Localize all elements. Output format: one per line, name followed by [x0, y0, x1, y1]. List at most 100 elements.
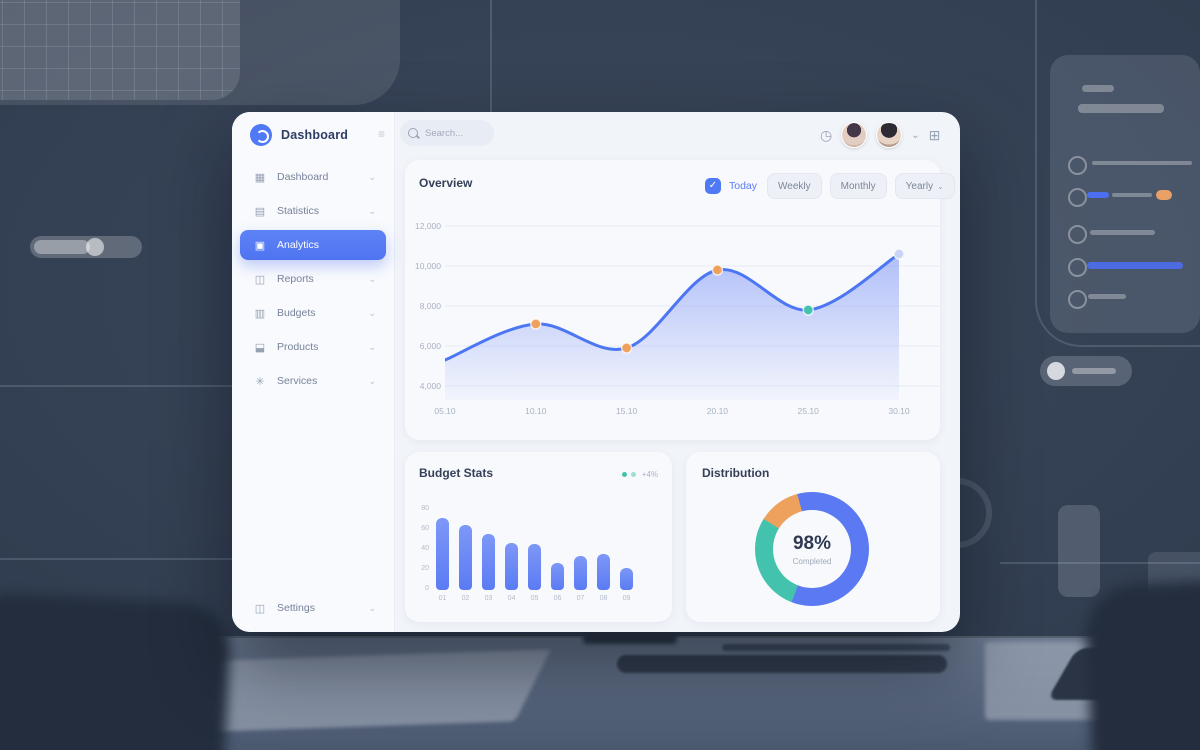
dashboard-window: Dashboard ≡ ▦ Dashboard ⌄ ▤ Statistics ⌄ ▣ A… — [232, 112, 960, 632]
bar — [574, 556, 587, 590]
legend-text: +4% — [641, 470, 658, 479]
y-tick-label: 6,000 — [419, 341, 441, 351]
bg-circuit-trace — [1000, 470, 1200, 564]
sidebar-item-analytics[interactable]: ▣ Analytics — [240, 230, 386, 260]
chevron-down-icon[interactable]: ⌄ — [911, 129, 920, 141]
wallet-icon: ▥ — [254, 307, 266, 320]
apps-grid-icon[interactable]: ⊞ — [928, 127, 941, 143]
bar — [597, 554, 610, 590]
y-tick-label: 80 — [421, 505, 429, 512]
x-tick-label: 07 — [576, 595, 585, 602]
sidebar-item-services[interactable]: ✳ Services ⌄ — [240, 366, 386, 396]
sidebar-item-statistics[interactable]: ▤ Statistics ⌄ — [240, 196, 386, 226]
x-tick-label: 05 — [530, 595, 539, 602]
menu-collapse-icon[interactable]: ≡ — [378, 127, 386, 141]
avatar[interactable] — [841, 122, 868, 148]
analytics-icon: ▣ — [254, 239, 266, 252]
bg-grid-panel-bright — [0, 0, 240, 100]
x-tick-label: 05.10 — [434, 406, 456, 416]
bg-cylinder — [1058, 505, 1100, 597]
overview-title: Overview — [419, 176, 473, 190]
box-icon: ⬓ — [254, 341, 266, 354]
y-tick-label: 4,000 — [419, 381, 441, 391]
bar-chart — [436, 506, 648, 590]
y-tick-label: 10,000 — [415, 261, 441, 271]
chevron-down-icon: ⌄ — [368, 171, 376, 182]
range-button-yearly[interactable]: Yearly ⌄ — [894, 173, 955, 199]
pen — [722, 644, 950, 651]
x-tick-label: 01 — [438, 595, 447, 602]
y-tick-label: 40 — [421, 545, 429, 552]
chart-controls: ✓ Today Weekly Monthly Yearly ⌄ — [705, 173, 955, 199]
donut-chart: 98% Completed — [755, 492, 869, 606]
bar — [436, 518, 449, 590]
search-input[interactable] — [423, 126, 487, 140]
chevron-down-icon: ⌄ — [937, 181, 944, 191]
x-tick-label: 03 — [484, 595, 493, 602]
donut-chart-card: Distribution 98% Completed — [686, 452, 940, 622]
history-icon[interactable]: ◷ — [820, 127, 833, 143]
today-checkbox[interactable]: ✓ — [705, 178, 721, 194]
bg-grid-panel — [0, 0, 400, 105]
x-tick-label: 06 — [553, 595, 562, 602]
range-buttons: Weekly Monthly Yearly ⌄ — [767, 173, 955, 199]
range-button-weekly[interactable]: Weekly — [767, 173, 822, 199]
sidebar-item-dashboard[interactable]: ▦ Dashboard ⌄ — [240, 162, 386, 192]
x-tick-label: 10.10 — [525, 406, 547, 416]
y-tick-label: 12,000 — [415, 221, 441, 231]
monitor-stand — [583, 632, 677, 644]
y-tick-label: 8,000 — [419, 301, 441, 311]
chevron-down-icon: ⌄ — [368, 273, 376, 284]
logo-icon — [250, 124, 272, 146]
x-tick-label: 15.10 — [615, 406, 638, 416]
x-tick-label: 09 — [622, 595, 631, 602]
data-point — [620, 342, 633, 354]
bar — [459, 525, 472, 590]
legend-dot — [630, 472, 636, 477]
bar — [551, 563, 564, 590]
x-tick-label: 20.10 — [706, 406, 729, 416]
sidebar-item-settings[interactable]: ◫ Settings ⌄ — [240, 593, 386, 623]
data-point — [530, 318, 542, 330]
avatar[interactable] — [876, 122, 903, 148]
overview-chart-card: Overview ✓ Today Weekly Monthly Yearly ⌄ 12… — [405, 160, 955, 440]
y-tick-label: 20 — [421, 565, 429, 572]
sidebar-item-budgets[interactable]: ▥ Budgets ⌄ — [240, 298, 386, 328]
logo-text: Dashboard — [281, 128, 349, 142]
pen — [617, 655, 947, 673]
range-button-monthly[interactable]: Monthly — [829, 173, 887, 199]
star-icon: ✳ — [255, 375, 265, 388]
x-tick-label: 02 — [461, 595, 470, 602]
search-icon — [408, 128, 418, 138]
topbar-icons: ◷ ⌄ ⊞ — [820, 122, 940, 148]
chart-icon: ▤ — [254, 205, 266, 218]
chevron-down-icon: ⌄ — [368, 602, 376, 613]
line-chart — [445, 225, 939, 400]
chevron-down-icon: ⌄ — [368, 341, 376, 352]
settings-icon: ◫ — [254, 602, 266, 615]
chair-silhouette — [0, 591, 233, 750]
bg-circuit-trace — [1035, 0, 1200, 347]
x-tick-label: 25.10 — [797, 406, 819, 416]
sidebar-item-reports[interactable]: ◫ Reports ⌄ — [240, 264, 386, 294]
x-tick-label: 30.10 — [888, 406, 910, 416]
data-point — [893, 248, 905, 260]
bg-chip — [1040, 356, 1132, 386]
x-tick-label: 08 — [599, 595, 608, 602]
data-point — [711, 264, 724, 276]
y-tick-label: 0 — [425, 585, 429, 592]
donut-center: 98% Completed — [773, 510, 851, 588]
chevron-down-icon: ⌄ — [368, 307, 376, 318]
sidebar: Dashboard ≡ ▦ Dashboard ⌄ ▤ Statistics ⌄ ▣ A… — [232, 112, 395, 632]
sidebar-item-products[interactable]: ⬓ Products ⌄ — [240, 332, 386, 362]
grid-icon: ▦ — [254, 171, 266, 184]
report-icon: ◫ — [254, 273, 266, 286]
donut-center-value: 98% — [792, 532, 832, 554]
x-tick-label: 04 — [507, 595, 516, 602]
bar-card-title: Budget Stats — [419, 466, 494, 480]
bar — [505, 543, 518, 590]
chevron-down-icon: ⌄ — [368, 205, 376, 216]
search-box[interactable] — [400, 120, 494, 146]
legend-dot — [621, 472, 627, 477]
chair-silhouette — [1083, 577, 1200, 750]
